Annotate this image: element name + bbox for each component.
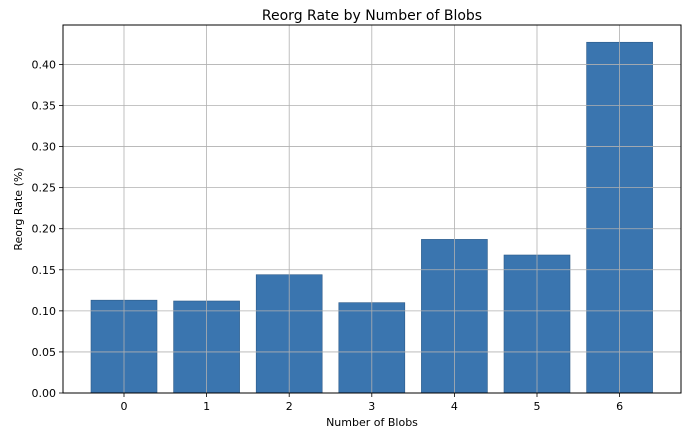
y-tick-label: 0.40: [32, 58, 57, 71]
x-tick-label: 3: [368, 400, 375, 413]
x-tick-label: 4: [451, 400, 458, 413]
x-tick-label: 2: [286, 400, 293, 413]
y-tick-label: 0.10: [32, 305, 57, 318]
x-tick-label: 1: [203, 400, 210, 413]
y-tick-label: 0.00: [32, 387, 57, 400]
chart-title: Reorg Rate by Number of Blobs: [262, 8, 482, 24]
x-tick-label: 5: [534, 400, 541, 413]
y-tick-label: 0.05: [32, 346, 57, 359]
x-axis-ticks: 0 1 2 3 4 5 6: [121, 393, 623, 413]
y-tick-label: 0.20: [32, 223, 57, 236]
x-tick-label: 6: [616, 400, 623, 413]
x-tick-label: 0: [121, 400, 128, 413]
x-axis-label: Number of Blobs: [326, 416, 418, 429]
y-tick-label: 0.15: [32, 264, 57, 277]
y-tick-label: 0.35: [32, 100, 57, 113]
y-tick-label: 0.25: [32, 182, 57, 195]
y-tick-label: 0.30: [32, 141, 57, 154]
y-axis-ticks: 0.00 0.05 0.10 0.15 0.20 0.25 0.30 0.35 0.40: [32, 58, 63, 400]
y-axis-label: Reorg Rate (%): [12, 167, 25, 250]
